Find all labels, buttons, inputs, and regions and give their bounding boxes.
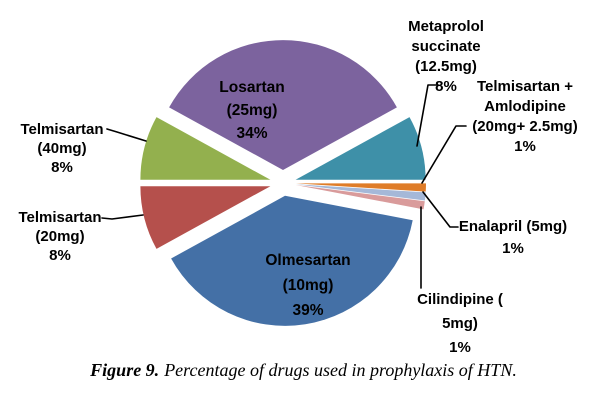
label-line: Enalapril (5mg) bbox=[458, 218, 568, 235]
pie-slice-losartan-25mg bbox=[169, 40, 397, 170]
label-line: Metaprolol bbox=[408, 18, 484, 35]
label-line: Telmisartan bbox=[18, 209, 102, 226]
label-line: Amlodipine bbox=[484, 98, 566, 115]
figure-caption-text: Percentage of drugs used in prophylaxis … bbox=[164, 360, 517, 380]
label-line: (25mg) bbox=[226, 102, 278, 119]
label-line: 8% bbox=[51, 159, 73, 176]
leader-line-metaprolol bbox=[416, 84, 439, 147]
pie-slice-metaprolol-succinate bbox=[295, 117, 426, 180]
label-line: 8% bbox=[435, 78, 457, 95]
leader-line-enalapril bbox=[422, 191, 459, 228]
label-line: 8% bbox=[49, 247, 71, 264]
figure-caption-number: Figure 9. bbox=[90, 360, 160, 380]
leader-lines-group bbox=[101, 84, 467, 289]
leader-line-telmisartan-20mg bbox=[101, 214, 144, 220]
pie-chart bbox=[101, 40, 467, 326]
leader-line-telmisartan-amlodipine bbox=[421, 125, 467, 184]
label-line: Losartan bbox=[219, 79, 285, 96]
pie-slice-telmisartan-20mg bbox=[140, 186, 271, 249]
label-line: (40mg) bbox=[37, 140, 87, 157]
pie-slice-cilindipine-5mg bbox=[295, 185, 425, 210]
label-line: 34% bbox=[236, 125, 268, 142]
label-line: 39% bbox=[292, 302, 324, 319]
label-line: 5mg) bbox=[442, 315, 478, 332]
label-line: Telmisartan + bbox=[476, 78, 573, 95]
pie-slice-telmisartan-amlodipine bbox=[296, 183, 426, 192]
pie-label-losartan: Losartan (25mg) 34% bbox=[219, 76, 284, 145]
pie-slice-olmesartan-10mg bbox=[171, 195, 413, 326]
figure-caption: Figure 9. Percentage of drugs used in pro… bbox=[0, 360, 607, 381]
label-line: (20mg+ 2.5mg) bbox=[472, 118, 578, 135]
pie-label-telmisartan-20mg: Telmisartan (20mg) 8% bbox=[18, 208, 101, 265]
leader-line-telmisartan-40mg bbox=[106, 128, 147, 142]
pie-label-enalapril: Enalapril (5mg) 1% bbox=[459, 216, 567, 260]
pie-slices-group bbox=[140, 40, 426, 326]
label-line: Telmisartan bbox=[20, 121, 104, 138]
label-line: 1% bbox=[449, 339, 471, 356]
label-line: (20mg) bbox=[35, 228, 85, 245]
pie-label-metaprolol-succinate: Metaprolol succinate (12.5mg) 8% bbox=[408, 17, 484, 97]
label-line: succinate bbox=[411, 38, 481, 55]
label-line: 1% bbox=[502, 240, 524, 257]
label-line: 1% bbox=[514, 138, 536, 155]
label-line: (10mg) bbox=[282, 277, 334, 294]
pie-label-telmisartan-amlodipine: Telmisartan + Amlodipine (20mg+ 2.5mg) 1… bbox=[472, 77, 577, 157]
pie-slice-enalapril-5mg bbox=[295, 184, 426, 201]
label-line: Cilindipine ( bbox=[417, 291, 503, 308]
pie-label-cilindipine: Cilindipine ( 5mg) 1% bbox=[417, 288, 503, 360]
pie-label-telmisartan-40mg: Telmisartan (40mg) 8% bbox=[20, 120, 103, 177]
pie-label-olmesartan: Olmesartan (10mg) 39% bbox=[265, 248, 350, 323]
label-line: (12.5mg) bbox=[415, 58, 477, 75]
pie-slice-telmisartan-40mg bbox=[140, 117, 271, 180]
label-line: Olmesartan bbox=[265, 252, 351, 269]
